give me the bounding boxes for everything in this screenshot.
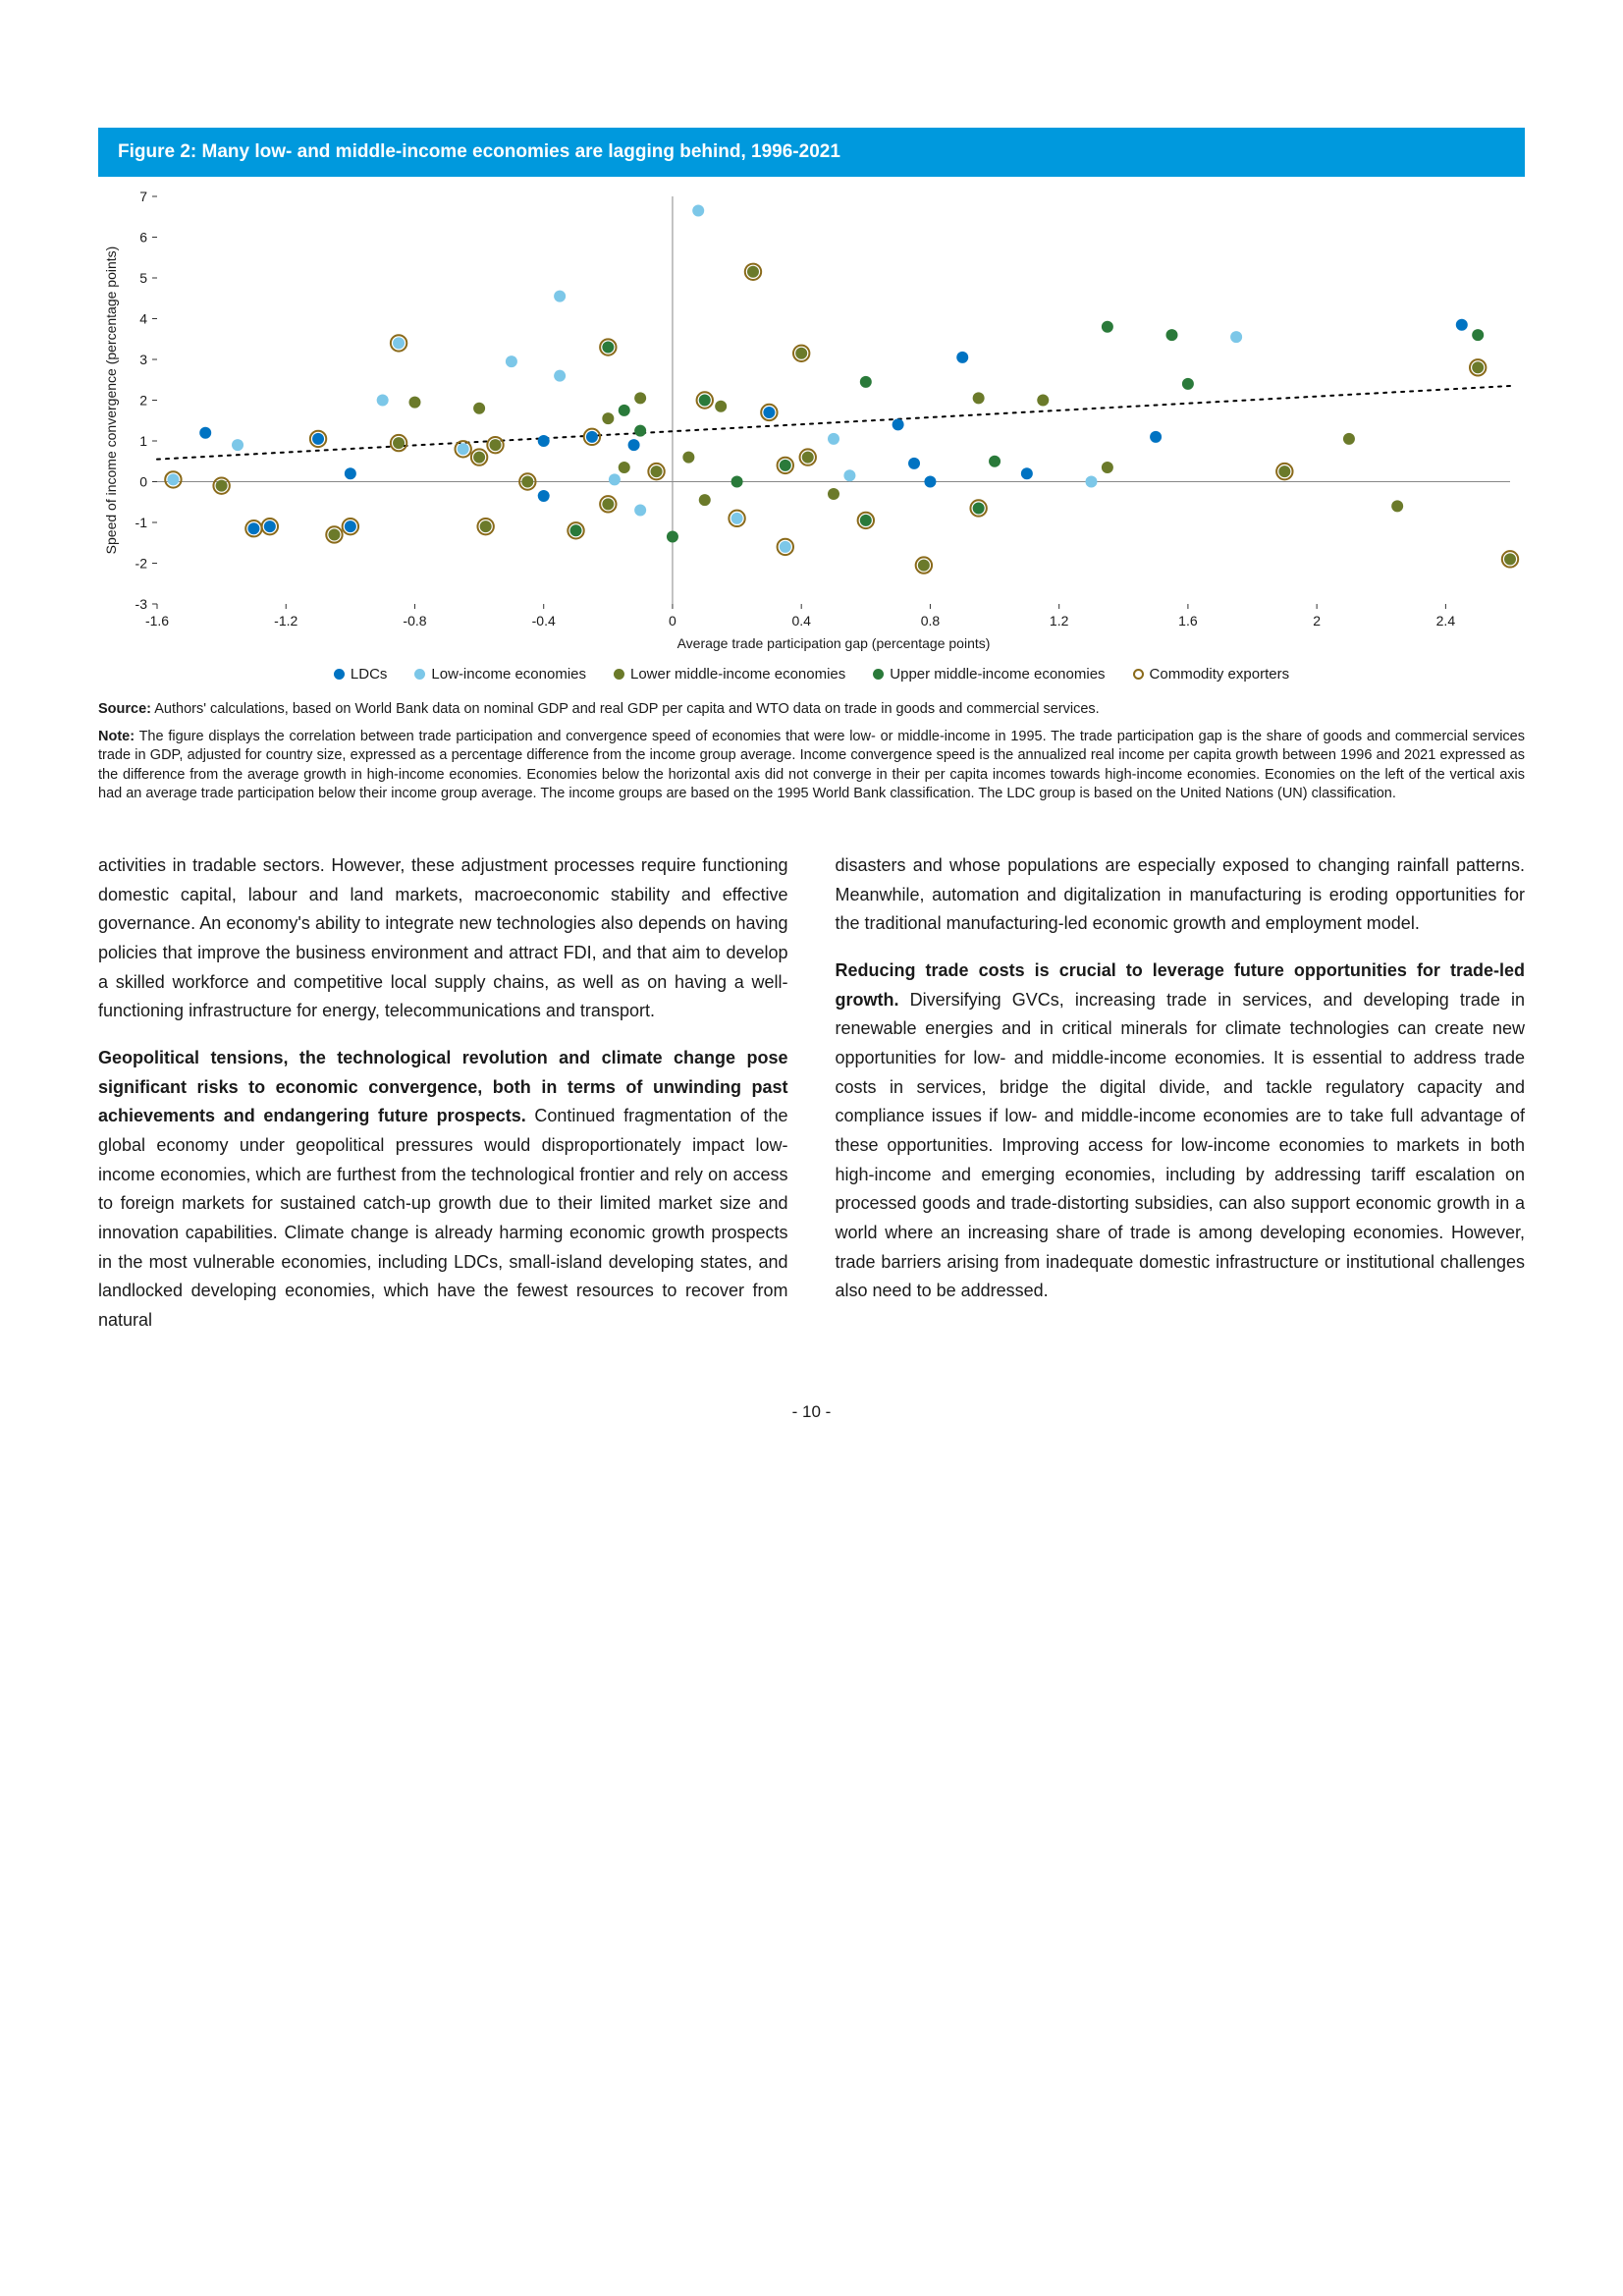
svg-text:-1: -1: [135, 515, 148, 530]
legend-label: Commodity exporters: [1150, 666, 1290, 683]
svg-text:-2: -2: [135, 556, 148, 572]
svg-text:0.8: 0.8: [921, 613, 941, 629]
legend-item: Lower middle-income economies: [614, 666, 845, 683]
legend-item: LDCs: [334, 666, 388, 683]
body-paragraph: disasters and whose populations are espe…: [836, 851, 1526, 939]
body-columns: activities in tradable sectors. However,…: [98, 851, 1525, 1353]
svg-text:-0.4: -0.4: [532, 613, 556, 629]
body-paragraph: activities in tradable sectors. However,…: [98, 851, 788, 1026]
body-paragraph: Geopolitical tensions, the technological…: [98, 1044, 788, 1336]
svg-text:2: 2: [1313, 613, 1321, 629]
svg-text:-3: -3: [135, 596, 148, 612]
svg-text:4: 4: [139, 311, 147, 327]
svg-text:5: 5: [139, 270, 147, 286]
svg-text:7: 7: [139, 189, 147, 204]
svg-text:Average trade participation ga: Average trade participation gap (percent…: [677, 635, 991, 651]
svg-text:-1.2: -1.2: [274, 613, 298, 629]
body-paragraph: Reducing trade costs is crucial to lever…: [836, 957, 1526, 1306]
svg-text:0.4: 0.4: [791, 613, 811, 629]
svg-text:2: 2: [139, 393, 147, 409]
svg-text:0: 0: [669, 613, 676, 629]
svg-text:-1.6: -1.6: [145, 613, 169, 629]
legend-marker: [414, 669, 425, 680]
svg-text:2.4: 2.4: [1436, 613, 1456, 629]
note-text: Note: The figure displays the correlatio…: [98, 728, 1525, 804]
figure-title: Figure 2: Many low- and middle-income ec…: [98, 128, 1525, 177]
body-column-right: disasters and whose populations are espe…: [836, 851, 1526, 1353]
legend-item: Upper middle-income economies: [873, 666, 1105, 683]
scatter-chart: -3 -2 -1 0 1 2 3 4 5 6 7 -1.6 -1.2 -0.8 -0.4 0 0.4 0.8 1.2…: [98, 187, 1525, 658]
legend-label: LDCs: [351, 666, 388, 683]
legend-marker: [873, 669, 884, 680]
legend-marker: [614, 669, 624, 680]
legend-marker: [1133, 669, 1144, 680]
body-column-left: activities in tradable sectors. However,…: [98, 851, 788, 1353]
svg-text:1: 1: [139, 433, 147, 449]
page-number: - 10 -: [98, 1402, 1525, 1422]
svg-text:1.2: 1.2: [1050, 613, 1069, 629]
svg-text:3: 3: [139, 352, 147, 367]
svg-text:Speed of income convergence (p: Speed of income convergence (percentage …: [103, 246, 119, 555]
chart-legend: LDCs Low-income economies Lower middle-inc…: [98, 666, 1525, 683]
legend-item: Low-income economies: [414, 666, 586, 683]
legend-label: Upper middle-income economies: [890, 666, 1105, 683]
legend-item: Commodity exporters: [1133, 666, 1290, 683]
legend-label: Low-income economies: [431, 666, 586, 683]
svg-text:6: 6: [139, 230, 147, 246]
svg-text:1.6: 1.6: [1178, 613, 1198, 629]
source-text: Source: Authors' calculations, based on …: [98, 700, 1525, 720]
svg-text:0: 0: [139, 474, 147, 490]
legend-label: Lower middle-income economies: [630, 666, 845, 683]
svg-text:-0.8: -0.8: [403, 613, 426, 629]
legend-marker: [334, 669, 345, 680]
